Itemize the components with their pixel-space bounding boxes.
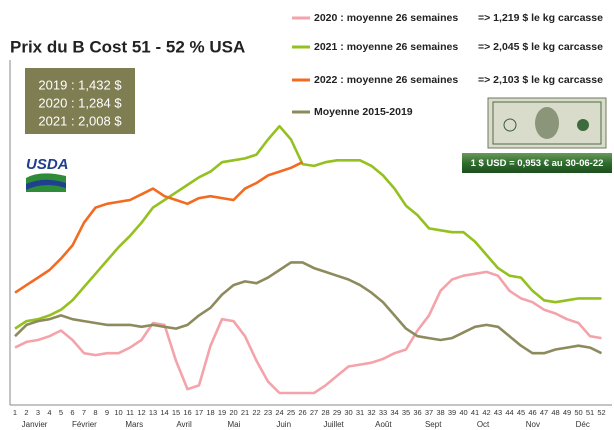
x-tick-label: 22 <box>252 408 260 417</box>
x-tick-label: 7 <box>82 408 86 417</box>
x-tick-label: 40 <box>459 408 467 417</box>
x-tick-label: 41 <box>471 408 479 417</box>
x-tick-label: 32 <box>367 408 375 417</box>
month-label: Mai <box>227 420 240 429</box>
x-tick-label: 29 <box>333 408 341 417</box>
x-tick-label: 19 <box>218 408 226 417</box>
x-tick-label: 2 <box>24 408 28 417</box>
x-tick-label: 6 <box>70 408 74 417</box>
legend-note: => 1,219 $ le kg carcasse <box>478 12 603 24</box>
x-tick-label: 4 <box>47 408 51 417</box>
x-tick-label: 28 <box>321 408 329 417</box>
x-tick-label: 30 <box>344 408 352 417</box>
x-tick-label: 8 <box>93 408 97 417</box>
x-tick-label: 1 <box>13 408 17 417</box>
x-tick-label: 44 <box>505 408 513 417</box>
box-line: 2021 : 2,008 $ <box>38 113 122 128</box>
x-tick-label: 16 <box>183 408 191 417</box>
chart-title: Prix du B Cost 51 - 52 % USA <box>10 37 245 56</box>
x-tick-label: 20 <box>229 408 237 417</box>
exchange-rate: 1 $ USD = 0,953 € au 30-06-22 <box>471 158 604 169</box>
x-tick-label: 36 <box>413 408 421 417</box>
month-label: Juin <box>276 420 291 429</box>
x-tick-label: 38 <box>436 408 444 417</box>
month-label: Août <box>375 420 392 429</box>
chart: Prix du B Cost 51 - 52 % USA 2019 : 1,43… <box>0 0 614 430</box>
x-tick-label: 5 <box>59 408 63 417</box>
x-tick-label: 27 <box>310 408 318 417</box>
month-label: Janvier <box>22 420 48 429</box>
x-tick-label: 23 <box>264 408 272 417</box>
month-label: Avril <box>176 420 192 429</box>
x-tick-label: 37 <box>425 408 433 417</box>
x-tick-label: 25 <box>287 408 295 417</box>
x-tick-label: 33 <box>379 408 387 417</box>
x-tick-label: 17 <box>195 408 203 417</box>
x-tick-label: 14 <box>160 408 168 417</box>
x-tick-label: 31 <box>356 408 364 417</box>
x-tick-label: 45 <box>517 408 525 417</box>
x-tick-label: 49 <box>563 408 571 417</box>
x-tick-label: 39 <box>448 408 456 417</box>
month-label: Oct <box>477 420 490 429</box>
legend-label: Moyenne 2015-2019 <box>314 106 413 118</box>
x-tick-label: 52 <box>597 408 605 417</box>
series-line <box>15 272 602 393</box>
month-label: Sept <box>425 420 442 429</box>
x-tick-label: 18 <box>206 408 214 417</box>
month-label: Juillet <box>323 420 344 429</box>
x-tick-label: 3 <box>36 408 40 417</box>
info-box: 2019 : 1,432 $ 2020 : 1,284 $ 2021 : 2,0… <box>25 68 135 134</box>
box-line: 2020 : 1,284 $ <box>38 95 122 110</box>
usda-logo: USDA <box>26 156 69 192</box>
x-tick-label: 26 <box>298 408 306 417</box>
x-tick-label: 21 <box>241 408 249 417</box>
legend-label: 2021 : moyenne 26 semaines <box>314 41 458 53</box>
x-tick-label: 47 <box>540 408 548 417</box>
month-label: Déc <box>576 420 590 429</box>
x-tick-label: 43 <box>494 408 502 417</box>
logo-text: USDA <box>26 156 69 173</box>
bill-portrait <box>535 107 559 139</box>
x-tick-label: 35 <box>402 408 410 417</box>
x-tick-label: 13 <box>149 408 157 417</box>
x-tick-label: 34 <box>390 408 398 417</box>
x-tick-label: 48 <box>551 408 559 417</box>
x-tick-label: 12 <box>137 408 145 417</box>
month-label: Février <box>72 420 97 429</box>
x-tick-label: 24 <box>275 408 283 417</box>
x-tick-label: 10 <box>114 408 122 417</box>
dollar-bill <box>488 98 606 148</box>
x-tick-label: 11 <box>126 408 134 417</box>
month-label: Nov <box>526 420 540 429</box>
x-tick-label: 51 <box>586 408 594 417</box>
x-tick-label: 46 <box>528 408 536 417</box>
legend-label: 2020 : moyenne 26 semaines <box>314 12 458 24</box>
x-tick-label: 9 <box>105 408 109 417</box>
x-tick-label: 42 <box>482 408 490 417</box>
box-line: 2019 : 1,432 $ <box>38 77 122 92</box>
legend-note: => 2,045 $ le kg carcasse <box>478 41 603 53</box>
x-tick-label: 15 <box>172 408 180 417</box>
legend-label: 2022 : moyenne 26 semaines <box>314 74 458 86</box>
legend-note: => 2,103 $ le kg carcasse <box>478 74 603 86</box>
month-label: Mars <box>125 420 143 429</box>
x-tick-label: 50 <box>574 408 582 417</box>
bill-seal <box>577 119 589 131</box>
